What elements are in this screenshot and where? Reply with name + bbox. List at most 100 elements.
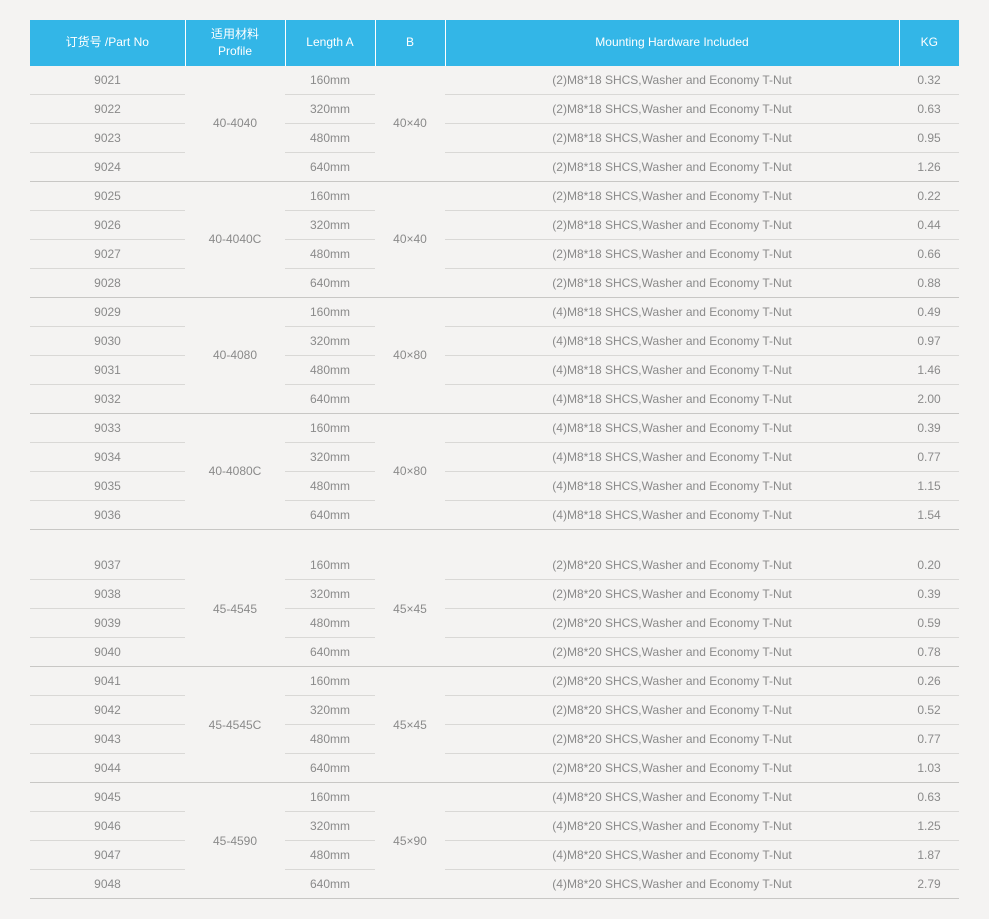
cell-part-no: 9029 (30, 297, 185, 326)
cell-profile: 40-4040 (185, 66, 285, 182)
cell-length-a: 320mm (285, 442, 375, 471)
cell-part-no: 9038 (30, 580, 185, 609)
table-row: 9028640mm(2)M8*18 SHCS,Washer and Econom… (30, 268, 959, 297)
cell-part-no: 9025 (30, 181, 185, 210)
spec-table: 订货号 /Part No 适用材料Profile Length A B Moun… (30, 20, 959, 899)
cell-length-a: 160mm (285, 297, 375, 326)
table-row: 903745-4545160mm45×45(2)M8*20 SHCS,Washe… (30, 551, 959, 580)
cell-part-no: 9044 (30, 754, 185, 783)
cell-profile: 45-4545C (185, 667, 285, 783)
table-row: 9026320mm(2)M8*18 SHCS,Washer and Econom… (30, 210, 959, 239)
cell-length-a: 480mm (285, 725, 375, 754)
table-row: 9024 640mm (2)M8*18 SHCS,Washer and Econom… (30, 152, 959, 181)
cell-hardware: (2)M8*20 SHCS,Washer and Economy T-Nut (445, 754, 899, 783)
cell-kg: 1.54 (899, 500, 959, 529)
table-row: 9039480mm(2)M8*20 SHCS,Washer and Econom… (30, 609, 959, 638)
table-body: 902140-4040 160mm 40×40(2)M8*18 SHCS,Washe… (30, 66, 959, 899)
cell-kg: 2.79 (899, 870, 959, 899)
cell-hardware: (2)M8*20 SHCS,Washer and Economy T-Nut (445, 696, 899, 725)
cell-length-a: 640mm (285, 500, 375, 529)
cell-hardware: (2)M8*18 SHCS,Washer and Economy T-Nut (445, 94, 899, 123)
cell-hardware: (2)M8*20 SHCS,Washer and Economy T-Nut (445, 551, 899, 580)
cell-length-a: 160mm (285, 551, 375, 580)
table-row: 9036640mm(4)M8*18 SHCS,Washer and Econom… (30, 500, 959, 529)
cell-part-no: 9024 (30, 152, 185, 181)
cell-kg: 0.49 (899, 297, 959, 326)
cell-hardware: (2)M8*20 SHCS,Washer and Economy T-Nut (445, 638, 899, 667)
cell-part-no: 9042 (30, 696, 185, 725)
cell-part-no: 9023 (30, 123, 185, 152)
col-kg: KG (899, 20, 959, 66)
cell-kg: 1.25 (899, 812, 959, 841)
cell-kg: 1.46 (899, 355, 959, 384)
cell-part-no: 9047 (30, 841, 185, 870)
cell-kg: 0.88 (899, 268, 959, 297)
cell-part-no: 9033 (30, 413, 185, 442)
col-hardware: Mounting Hardware Included (445, 20, 899, 66)
cell-part-no: 9021 (30, 66, 185, 95)
cell-kg: 0.32 (899, 66, 959, 95)
table-row: 9031 480mm (4)M8*18 SHCS,Washer and Econom… (30, 355, 959, 384)
col-part-no: 订货号 /Part No (30, 20, 185, 66)
cell-hardware: (4)M8*20 SHCS,Washer and Economy T-Nut (445, 783, 899, 812)
cell-kg: 0.97 (899, 326, 959, 355)
cell-hardware: (4)M8*20 SHCS,Washer and Economy T-Nut (445, 870, 899, 899)
cell-part-no: 9037 (30, 551, 185, 580)
cell-b: 40×40 (375, 66, 445, 182)
cell-part-no: 9027 (30, 239, 185, 268)
cell-hardware: (4)M8*18 SHCS,Washer and Economy T-Nut (445, 355, 899, 384)
cell-length-a: 320mm (285, 580, 375, 609)
cell-kg: 0.77 (899, 442, 959, 471)
cell-hardware: (4)M8*18 SHCS,Washer and Economy T-Nut (445, 442, 899, 471)
table-row: 9042 320mm (2)M8*20 SHCS,Washer and Econom… (30, 696, 959, 725)
cell-length-a: 480mm (285, 609, 375, 638)
cell-hardware: (2)M8*20 SHCS,Washer and Economy T-Nut (445, 667, 899, 696)
cell-length-a: 480mm (285, 355, 375, 384)
cell-part-no: 9032 (30, 384, 185, 413)
table-row: 902540-4040C160mm40×40(2)M8*18 SHCS,Wash… (30, 181, 959, 210)
cell-kg: 0.66 (899, 239, 959, 268)
cell-length-a: 320mm (285, 326, 375, 355)
cell-kg: 1.26 (899, 152, 959, 181)
cell-b: 45×90 (375, 783, 445, 899)
cell-b: 45×45 (375, 551, 445, 667)
table-row: 902140-4040160mm40×40(2)M8*18 SHCS,Washe… (30, 66, 959, 95)
table-header: 订货号 /Part No 适用材料Profile Length A B Moun… (30, 20, 959, 66)
cell-kg: 1.15 (899, 471, 959, 500)
col-length-a: Length A (285, 20, 375, 66)
table-row: 9040640mm(2)M8*20 SHCS,Washer and Econom… (30, 638, 959, 667)
cell-hardware: (2)M8*20 SHCS,Washer and Economy T-Nut (445, 609, 899, 638)
cell-part-no: 9031 (30, 355, 185, 384)
cell-length-a: 320mm (285, 94, 375, 123)
cell-kg: 0.59 (899, 609, 959, 638)
cell-length-a: 640mm (285, 754, 375, 783)
table-row: 904145-4545C160mm45×45(2)M8*20 SHCS,Wash… (30, 667, 959, 696)
cell-kg: 0.20 (899, 551, 959, 580)
table-row: 9034320mm(4)M8*18 SHCS,Washer and Econom… (30, 442, 959, 471)
table-row: 9038 320mm (2)M8*20 SHCS,Washer and Econom… (30, 580, 959, 609)
cell-kg: 2.00 (899, 384, 959, 413)
cell-hardware: (4)M8*20 SHCS,Washer and Economy T-Nut (445, 841, 899, 870)
cell-length-a: 480mm (285, 239, 375, 268)
table-row: 902940-4080160mm40×80(4)M8*18 SHCS,Washe… (30, 297, 959, 326)
cell-profile: 45-4545 (185, 551, 285, 667)
cell-length-a: 320mm (285, 696, 375, 725)
table-row: 9022320mm(2)M8*18 SHCS,Washer and Econom… (30, 94, 959, 123)
cell-length-a: 640mm (285, 268, 375, 297)
cell-kg: 0.39 (899, 580, 959, 609)
cell-length-a: 160mm (285, 667, 375, 696)
cell-profile: 45-4590 (185, 783, 285, 899)
cell-kg: 1.03 (899, 754, 959, 783)
cell-length-a: 640mm (285, 152, 375, 181)
cell-b: 45×45 (375, 667, 445, 783)
table-row: 9043480mm(2)M8*20 SHCS,Washer and Econom… (30, 725, 959, 754)
cell-hardware: (4)M8*18 SHCS,Washer and Economy T-Nut (445, 500, 899, 529)
cell-hardware: (2)M8*18 SHCS,Washer and Economy T-Nut (445, 152, 899, 181)
cell-kg: 0.78 (899, 638, 959, 667)
cell-hardware: (2)M8*20 SHCS,Washer and Economy T-Nut (445, 580, 899, 609)
cell-length-a: 480mm (285, 123, 375, 152)
cell-hardware: (2)M8*18 SHCS,Washer and Economy T-Nut (445, 123, 899, 152)
cell-hardware: (2)M8*20 SHCS,Washer and Economy T-Nut (445, 725, 899, 754)
cell-part-no: 9040 (30, 638, 185, 667)
table-row: 9030320mm(4)M8*18 SHCS,Washer and Econom… (30, 326, 959, 355)
